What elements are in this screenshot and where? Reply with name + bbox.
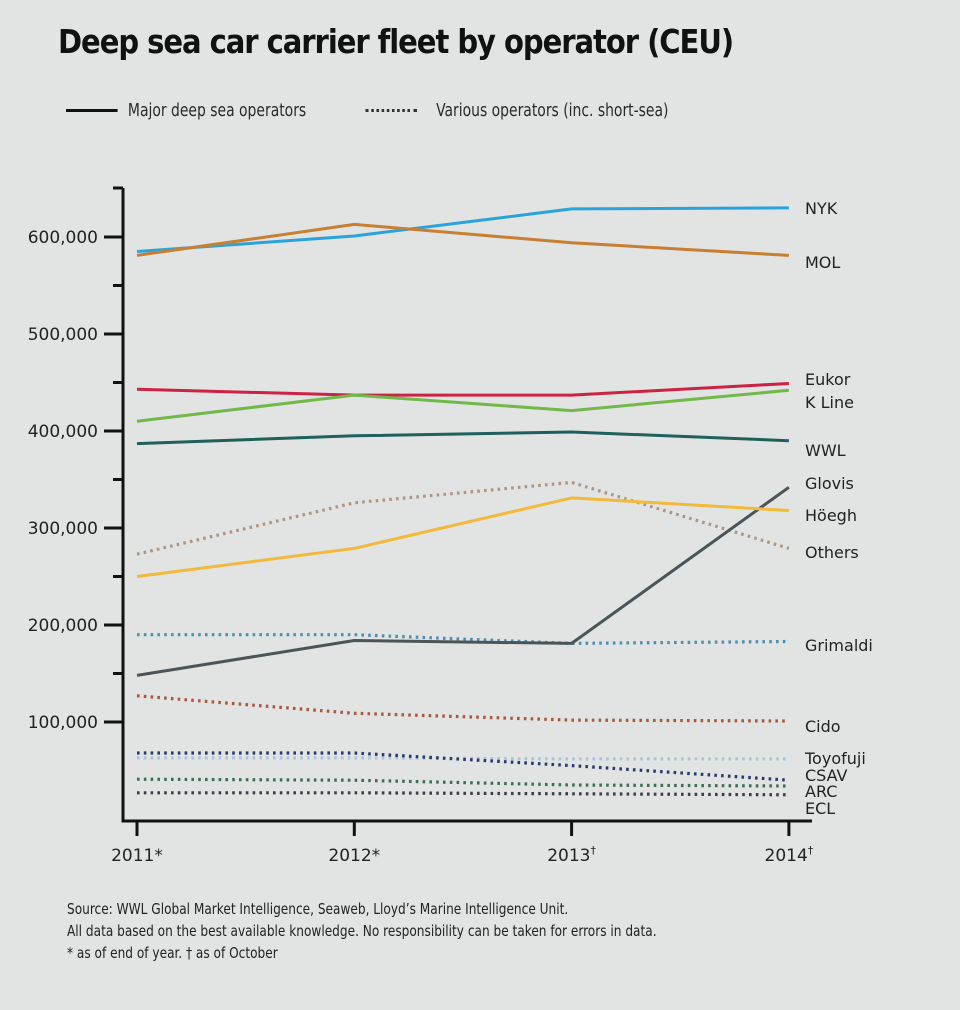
- x-tick-label: 2011*: [111, 846, 163, 866]
- series-line-arc: [136, 777, 789, 788]
- series-labels-layer: NYK MOL Eukor K Line WWL Glovis Höegh Others Gri…: [804, 199, 873, 818]
- series-label-k-line: K Line: [805, 393, 854, 412]
- legend: Major deep sea operators Various operato…: [66, 96, 723, 121]
- y-tick-label: 300,000: [28, 519, 98, 539]
- legend-item-major: Major deep sea operators: [66, 100, 306, 121]
- series-line-glovis: [136, 486, 790, 677]
- series-label-grimaldi: Grimaldi: [805, 636, 873, 655]
- series-line-others: [136, 480, 790, 556]
- series-line-mol: [136, 222, 789, 257]
- series-label-mol: MOL: [805, 253, 840, 272]
- series-line-eukor: [136, 382, 789, 397]
- series-label-toyofuji: Toyofuji: [804, 749, 866, 768]
- y-tick-label: 100,000: [28, 713, 98, 733]
- footer-disclaimer: All data based on the best available kno…: [67, 922, 657, 940]
- series-label-wwl: WWL: [805, 441, 846, 460]
- x-tick-label: 2012*: [328, 846, 380, 866]
- footer-source: Source: WWL Global Market Intelligence, …: [67, 900, 569, 918]
- legend-solid-line-swatch: [66, 109, 118, 112]
- footer-notes: Source: WWL Global Market Intelligence, …: [67, 898, 657, 964]
- series-line-ecl: [137, 791, 789, 797]
- y-tick-label: 200,000: [28, 616, 98, 636]
- series-label-arc: ARC: [805, 782, 837, 801]
- x-tick-label: 2014†: [765, 844, 814, 866]
- legend-dotted-line-swatch: [365, 109, 418, 112]
- series-line-h-egh: [136, 496, 789, 578]
- series-line-k-line: [136, 388, 790, 423]
- axes: 100,000 200,000 300,000 400,000 500,000 600,0…: [28, 186, 814, 866]
- series-label-ecl: ECL: [805, 799, 835, 818]
- series-line-toyofuji: [137, 756, 789, 761]
- y-tick-label: 500,000: [28, 325, 98, 345]
- series-label-eukor: Eukor: [805, 370, 851, 389]
- y-tick-label: 400,000: [28, 422, 98, 442]
- series-layer: [136, 206, 790, 797]
- legend-label-various: Various operators (inc. short-sea): [436, 100, 669, 121]
- y-tick-label: 600,000: [28, 228, 98, 248]
- series-label-nyk: NYK: [805, 199, 838, 218]
- series-label-h-egh: Höegh: [805, 506, 857, 525]
- series-label-glovis: Glovis: [805, 474, 854, 493]
- legend-item-various: Various operators (inc. short-sea): [365, 100, 669, 121]
- chart-title: Deep sea car carrier fleet by operator (…: [58, 22, 734, 61]
- footer-footnote: * as of end of year. † as of October: [67, 944, 278, 962]
- x-tick-label: 2013†: [547, 844, 596, 866]
- series-line-cido: [136, 694, 789, 723]
- legend-label-major: Major deep sea operators: [127, 100, 307, 121]
- series-line-wwl: [136, 430, 789, 446]
- series-label-csav: CSAV: [805, 766, 848, 785]
- series-label-cido: Cido: [805, 717, 841, 736]
- series-label-others: Others: [805, 543, 859, 562]
- series-line-nyk: [136, 206, 789, 253]
